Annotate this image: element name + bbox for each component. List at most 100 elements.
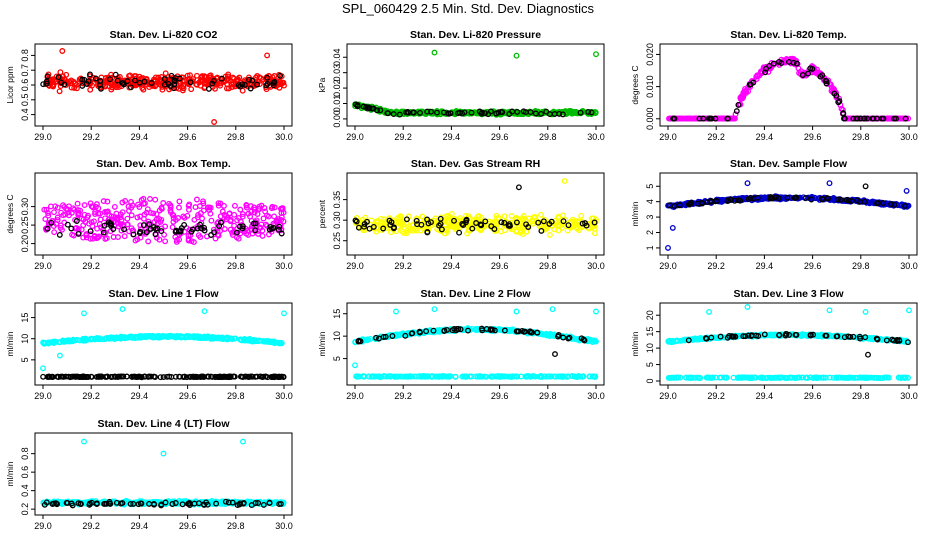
plot-frame <box>659 43 918 127</box>
data-point <box>479 109 485 116</box>
data-point <box>67 79 74 86</box>
series-subset <box>44 218 285 238</box>
data-point <box>380 225 387 232</box>
data-point <box>818 196 825 202</box>
data-point <box>560 334 567 341</box>
y-tick-label: 0.00 <box>332 110 342 128</box>
data-point <box>835 99 842 106</box>
data-point <box>473 326 480 333</box>
data-point <box>526 215 532 222</box>
y-tick-label: 20 <box>645 310 655 320</box>
data-point <box>498 219 505 226</box>
data-point <box>904 374 911 381</box>
data-point <box>46 373 53 380</box>
data-point <box>121 334 128 341</box>
outlier-point <box>865 351 871 358</box>
series-subset <box>352 215 598 236</box>
outlier-point <box>744 304 751 310</box>
y-tick-label: 0.4 <box>20 108 30 121</box>
data-point <box>385 110 391 117</box>
data-point <box>214 374 221 380</box>
data-point <box>680 115 686 122</box>
x-tick-label: 29.0 <box>346 391 364 401</box>
data-point <box>538 227 545 234</box>
data-point <box>194 214 201 221</box>
data-point <box>441 328 448 334</box>
data-point <box>188 228 195 235</box>
data-point <box>181 214 188 221</box>
data-point <box>893 115 899 122</box>
data-point <box>238 337 245 344</box>
data-point <box>87 235 94 242</box>
data-point <box>846 197 852 204</box>
data-point <box>162 223 169 230</box>
data-point <box>902 115 909 122</box>
chart-title: Stan. Dev. Sample Flow <box>730 158 848 170</box>
data-point <box>95 335 102 342</box>
data-point <box>799 72 806 78</box>
data-point <box>376 335 382 342</box>
data-point <box>724 115 731 122</box>
data-point <box>591 230 598 237</box>
data-point <box>707 115 714 122</box>
y-tick-label: 0.6 <box>20 466 30 479</box>
x-tick-label: 29.6 <box>804 261 822 271</box>
data-point <box>419 213 426 220</box>
data-point <box>147 209 154 216</box>
data-point <box>548 373 554 380</box>
data-point <box>46 339 53 346</box>
data-point <box>456 229 463 236</box>
data-point <box>278 230 285 237</box>
data-point <box>522 223 529 230</box>
data-point <box>400 221 407 228</box>
data-point <box>404 373 411 380</box>
data-point <box>140 222 147 229</box>
data-point <box>87 200 94 207</box>
data-point <box>118 216 125 223</box>
data-point <box>457 326 464 333</box>
data-point <box>452 373 459 380</box>
data-point <box>208 217 215 224</box>
data-point <box>499 373 506 380</box>
data-point <box>551 111 558 117</box>
data-point <box>781 194 788 201</box>
data-point <box>776 58 782 65</box>
series-subset <box>40 71 284 92</box>
data-point <box>252 220 259 227</box>
outlier-point <box>862 308 869 315</box>
y-tick-label: 4 <box>645 199 655 204</box>
x-tick-label: 29.2 <box>707 391 725 401</box>
data-point <box>398 373 405 380</box>
data-point <box>847 333 854 340</box>
data-point <box>353 218 360 225</box>
y-tick-label: 5 <box>645 362 655 367</box>
outlier-point <box>744 180 751 187</box>
data-point <box>873 374 880 381</box>
data-point <box>761 331 768 338</box>
data-point <box>775 195 782 202</box>
data-point <box>157 374 164 381</box>
chart-amb-box-temp: Stan. Dev. Amb. Box Temp.29.0 29.2 29.4 29.… <box>5 158 293 271</box>
outlier-point <box>201 308 208 315</box>
y-tick-label: 0.30 <box>332 211 342 229</box>
data-point <box>121 233 128 240</box>
data-point <box>891 201 898 208</box>
data-point <box>352 101 359 108</box>
data-point <box>683 374 689 381</box>
data-point <box>700 115 707 122</box>
chart-title: Stan. Dev. Li-820 Pressure <box>410 29 541 41</box>
data-point <box>81 202 88 209</box>
data-point <box>200 207 207 214</box>
data-point <box>87 228 94 235</box>
data-point <box>388 229 394 236</box>
data-point <box>130 227 137 234</box>
data-point <box>677 374 684 381</box>
data-point <box>274 218 281 224</box>
data-point <box>217 213 224 220</box>
data-point <box>92 75 99 82</box>
data-point <box>759 374 766 381</box>
data-point <box>175 334 182 341</box>
y-tick-label: 0.25 <box>20 216 30 234</box>
data-point <box>170 212 177 219</box>
data-point <box>233 229 240 236</box>
